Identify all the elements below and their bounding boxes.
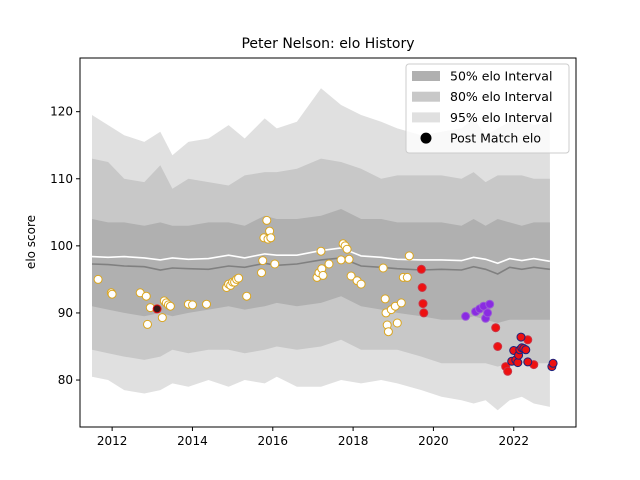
x-tick-label: 2020: [418, 434, 449, 448]
post-match-point: [383, 327, 393, 337]
post-match-point: [234, 273, 244, 283]
post-match-point: [485, 299, 495, 309]
post-match-point: [324, 259, 334, 269]
post-match-point: [402, 272, 412, 282]
y-tick-label: 100: [50, 239, 73, 253]
post-match-point: [270, 259, 280, 269]
y-tick-label: 110: [50, 172, 73, 186]
post-match-point: [165, 301, 175, 311]
post-match-point: [483, 308, 493, 318]
x-tick-label: 2012: [97, 434, 128, 448]
post-match-point: [419, 308, 429, 318]
y-tick-label: 120: [50, 105, 73, 119]
post-match-point: [188, 300, 197, 310]
legend-swatch: [412, 112, 440, 123]
post-match-point: [93, 274, 103, 284]
post-match-point: [344, 254, 354, 264]
post-match-point: [266, 233, 276, 243]
post-match-point: [548, 358, 558, 368]
post-match-point: [521, 345, 531, 355]
legend-swatch: [412, 71, 440, 81]
post-match-point: [513, 358, 523, 368]
post-match-point: [318, 270, 328, 280]
post-match-point: [523, 357, 533, 367]
post-match-point: [356, 279, 366, 289]
post-match-point: [516, 332, 526, 342]
post-match-point: [378, 263, 388, 273]
y-tick-label: 80: [58, 373, 73, 387]
plot-frame: [79, 57, 577, 428]
legend-label: 80% elo Interval: [450, 89, 552, 104]
post-match-point: [257, 268, 266, 278]
post-match-point: [380, 294, 390, 304]
post-match-point: [107, 289, 117, 299]
median-elo-line: [91, 257, 550, 275]
post-match-point: [396, 298, 406, 308]
post-match-point: [503, 366, 513, 376]
post-match-point: [417, 283, 427, 292]
legend-label: 95% elo Interval: [450, 110, 552, 125]
axes: 2012 2014 2016 2018 2020 2022 80 90 100 110 120: [50, 105, 529, 448]
mean-elo-line: [91, 247, 551, 265]
post-match-point: [493, 342, 503, 351]
legend-swatch: [412, 91, 440, 102]
post-match-point: [461, 311, 471, 321]
post-match-point: [242, 291, 252, 301]
post-match-point: [418, 299, 428, 309]
x-tick-label: 2014: [177, 434, 208, 448]
post-match-point: [152, 304, 162, 314]
legend-marker: [420, 132, 432, 144]
plot-content: [91, 88, 558, 411]
x-tick-label: 2016: [258, 434, 289, 448]
post-match-point: [258, 256, 268, 266]
post-match-point: [143, 319, 152, 329]
legend: 50% elo Interval 80% elo Interval 95% elo …: [405, 63, 570, 154]
post-match-point: [392, 318, 402, 328]
post-match-point: [336, 255, 346, 265]
y-tick-label: 90: [58, 306, 73, 320]
post-match-point: [202, 299, 211, 309]
legend-label: Post Match elo: [450, 131, 541, 146]
post-match-points: [93, 215, 558, 376]
legend-box: [405, 63, 570, 154]
x-tick-label: 2022: [498, 434, 529, 448]
post-match-point: [342, 244, 352, 254]
post-match-point: [416, 264, 426, 274]
y-axis-label: elo score: [24, 215, 38, 269]
post-match-point: [316, 246, 326, 256]
post-match-point: [404, 251, 414, 261]
chart-title: Peter Nelson: elo History: [241, 36, 414, 52]
post-match-point: [262, 215, 272, 225]
post-match-point: [491, 323, 501, 333]
plot-area: [91, 88, 558, 411]
post-match-point: [157, 313, 167, 323]
post-match-point: [141, 291, 151, 301]
x-tick-label: 2018: [338, 434, 369, 448]
legend-label: 50% elo Interval: [450, 69, 552, 84]
post-match-point: [346, 271, 356, 281]
